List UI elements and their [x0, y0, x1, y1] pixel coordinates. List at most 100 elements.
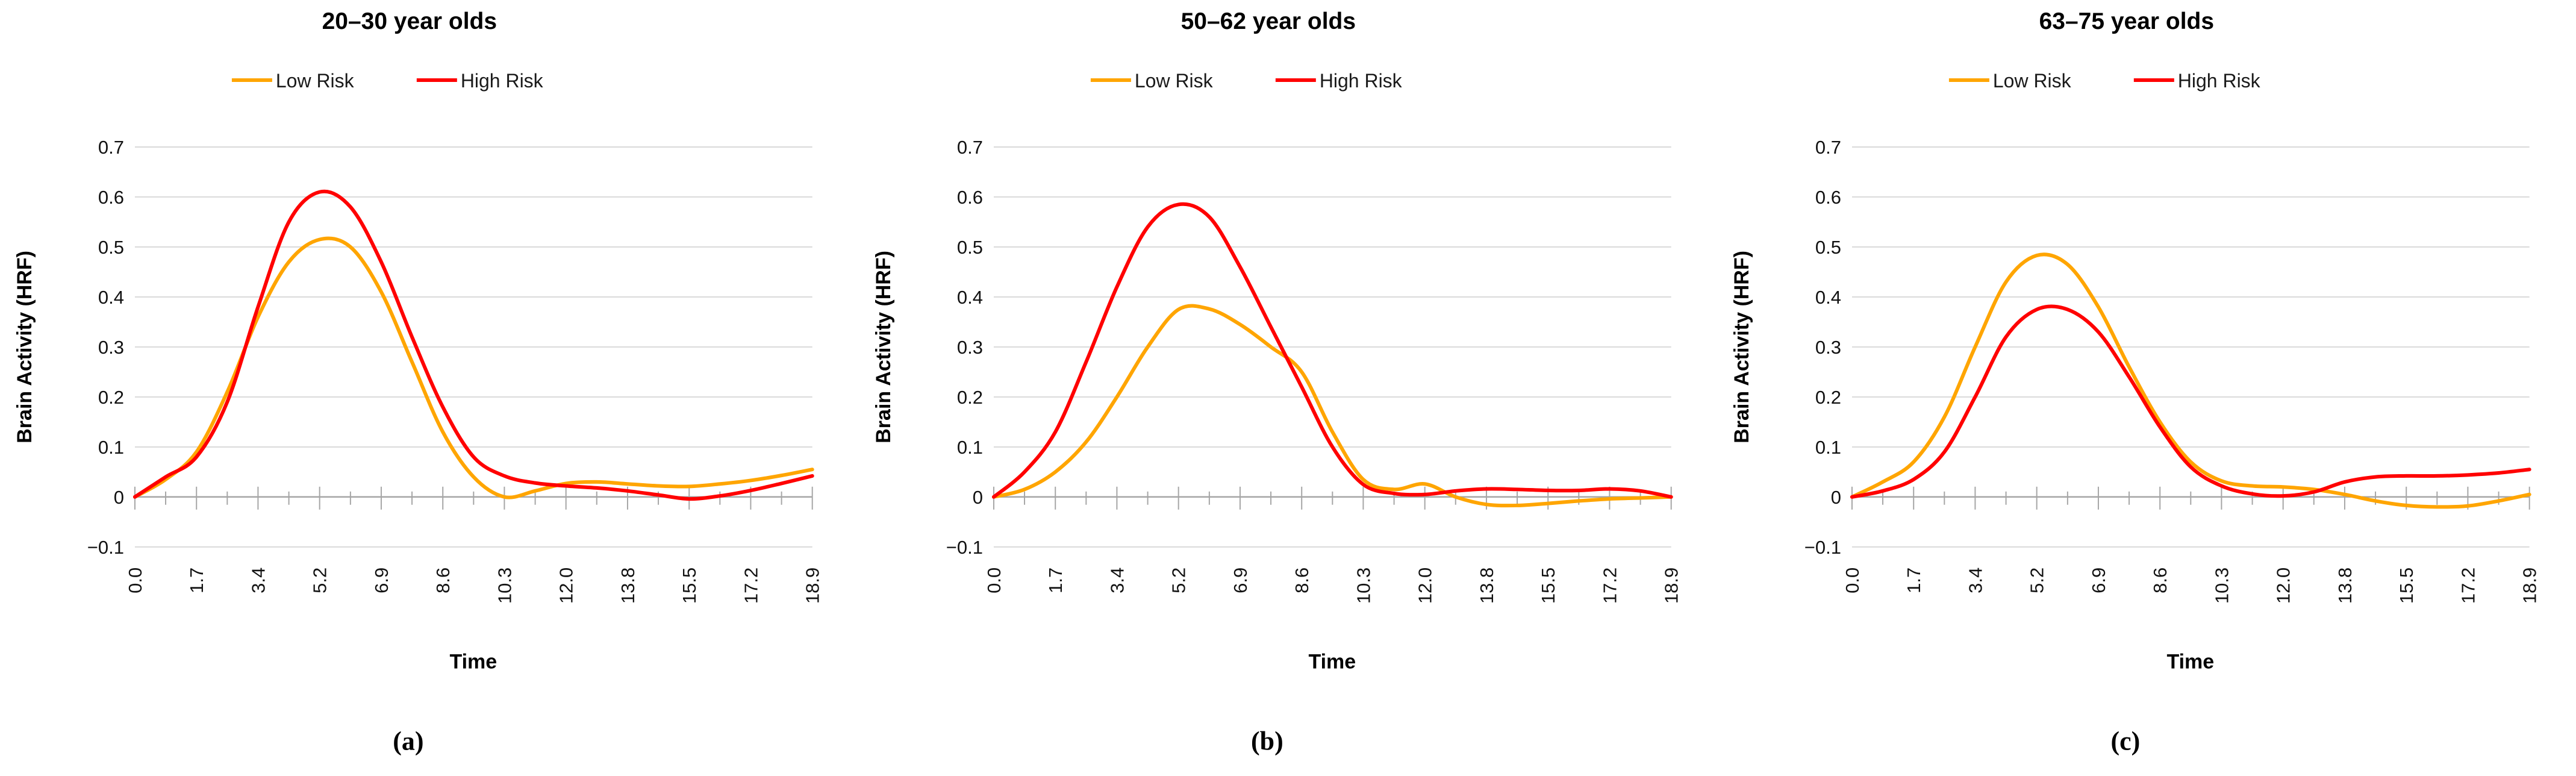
x-tick-label: 17.2 [2458, 568, 2479, 604]
series-lines [991, 202, 1673, 508]
panel-title: 63–75 year olds [2039, 8, 2214, 34]
y-axis-tick-labels: 0.7 0.6 0.5 0.4 0.3 0.2 0.1 0 −0.1 [1804, 137, 1841, 558]
series-line-high-risk [991, 202, 1673, 499]
x-tick-label: 15.5 [679, 568, 700, 604]
y-tick-label: 0.5 [98, 237, 124, 258]
legend-label-high-risk: High Risk [2178, 70, 2261, 92]
y-tick-label: 0.6 [1815, 187, 1841, 208]
x-tick-label: 6.9 [371, 568, 392, 593]
y-tick-label: 0.1 [1815, 437, 1841, 458]
x-tick-label: 13.8 [617, 568, 638, 604]
legend: Low Risk High Risk [1090, 70, 1402, 92]
x-tick-label: 17.2 [740, 568, 761, 604]
y-tick-label: −0.1 [1804, 537, 1841, 558]
x-tick-label: 1.7 [1904, 568, 1925, 593]
y-tick-label: 0.3 [98, 337, 124, 358]
legend-label-high-risk: High Risk [461, 70, 544, 92]
series-line-low-risk [1850, 252, 2532, 509]
y-tick-label: 0.2 [98, 387, 124, 408]
x-tick-label: 0.0 [125, 568, 146, 593]
x-tick-label: 8.6 [1291, 568, 1312, 593]
x-tick-label: 6.9 [1230, 568, 1251, 593]
x-axis-title: Time [2167, 651, 2215, 674]
x-tick-label: 18.9 [802, 568, 823, 604]
x-tick-label: 15.5 [1538, 568, 1559, 604]
gridlines [1852, 146, 2530, 548]
x-tick-label: 0.0 [984, 568, 1005, 593]
y-axis-tick-labels: 0.7 0.6 0.5 0.4 0.3 0.2 0.1 0 −0.1 [946, 137, 982, 558]
x-tick-label: 0.0 [1842, 568, 1863, 593]
series-line-high-risk [1850, 304, 2532, 499]
x-axis-tick-labels: 0.0 1.7 3.4 5.2 6.9 8.6 10.3 12.0 13.8 15.5 17.2 18… [125, 568, 823, 604]
y-tick-label: 0.1 [98, 437, 124, 458]
x-axis-tick-labels: 0.0 1.7 3.4 5.2 6.9 8.6 10.3 12.0 13.8 15.5 17.2 18… [984, 568, 1682, 604]
legend-label-low-risk: Low Risk [276, 70, 355, 92]
x-axis-tick-labels: 0.0 1.7 3.4 5.2 6.9 8.6 10.3 12.0 13.8 15.5 17.2 18… [1842, 568, 2540, 604]
y-tick-label: 0.4 [1815, 287, 1841, 308]
subfigure-caption: (a) [393, 727, 423, 756]
x-tick-label: 12.0 [556, 568, 577, 604]
series-lines [1850, 252, 2532, 509]
series-line-high-risk [133, 189, 814, 501]
gridlines [993, 146, 1671, 548]
x-tick-label: 8.6 [432, 568, 454, 593]
x-tick-label: 3.4 [1106, 568, 1127, 593]
subfigure-caption: (b) [1251, 727, 1283, 756]
y-tick-label: 0.5 [957, 237, 983, 258]
chart-canvas: 63–75 year olds Low Risk High Risk 0.7 0.… [1730, 8, 2540, 756]
legend-label-low-risk: Low Risk [1993, 70, 2072, 92]
y-axis-title: Brain Activity (HRF) [872, 251, 895, 443]
y-tick-label: −0.1 [946, 537, 982, 558]
hrf-panel: 50–62 year olds Low Risk High Risk 0.7 0.… [859, 0, 1718, 776]
x-tick-label: 13.8 [1476, 568, 1497, 604]
y-tick-label: 0.7 [1815, 137, 1841, 158]
y-tick-label: 0.2 [1815, 387, 1841, 408]
y-axis-tick-labels: 0.7 0.6 0.5 0.4 0.3 0.2 0.1 0 −0.1 [87, 137, 124, 558]
panel-title: 50–62 year olds [1180, 8, 1355, 34]
x-tick-label: 18.9 [1661, 568, 1682, 604]
x-tick-label: 12.0 [2273, 568, 2294, 604]
legend: Low Risk High Risk [231, 70, 544, 92]
y-tick-label: 0.3 [957, 337, 983, 358]
hrf-panel: 63–75 year olds Low Risk High Risk 0.7 0.… [1717, 0, 2576, 776]
chart-canvas: 20–30 year olds Low Risk High Risk 0.7 0.… [13, 8, 823, 756]
y-tick-label: 0.7 [957, 137, 983, 158]
y-tick-label: 0.1 [957, 437, 983, 458]
gridlines [134, 146, 812, 548]
x-tick-label: 3.4 [248, 568, 269, 593]
y-axis-title: Brain Activity (HRF) [1730, 251, 1753, 443]
x-tick-label: 5.2 [1168, 568, 1189, 593]
chart-canvas: 50–62 year olds Low Risk High Risk 0.7 0.… [872, 8, 1682, 756]
y-tick-label: 0 [114, 487, 124, 508]
y-tick-label: 0.7 [98, 137, 124, 158]
x-tick-label: 17.2 [1599, 568, 1620, 604]
y-tick-label: 0.3 [1815, 337, 1841, 358]
x-tick-label: 3.4 [1965, 568, 1986, 593]
x-tick-label: 1.7 [186, 568, 207, 593]
x-tick-label: 13.8 [2334, 568, 2356, 604]
x-tick-label: 10.3 [494, 568, 515, 604]
y-tick-label: 0 [972, 487, 982, 508]
x-tick-label: 8.6 [2150, 568, 2171, 593]
legend: Low Risk High Risk [1949, 70, 2261, 92]
x-tick-label: 1.7 [1045, 568, 1066, 593]
x-tick-label: 18.9 [2519, 568, 2540, 604]
legend-label-low-risk: Low Risk [1135, 70, 1214, 92]
x-tick-label: 15.5 [2397, 568, 2418, 604]
y-tick-label: 0.4 [98, 287, 124, 308]
x-tick-label: 10.3 [1353, 568, 1374, 604]
y-tick-label: 0.4 [957, 287, 983, 308]
hrf-panel: 20–30 year olds Low Risk High Risk 0.7 0.… [0, 0, 859, 776]
panel-title: 20–30 year olds [322, 8, 497, 34]
x-tick-label: 5.2 [2027, 568, 2048, 593]
legend-label-high-risk: High Risk [1319, 70, 1402, 92]
x-axis [1851, 486, 2531, 510]
subfigure-caption: (c) [2111, 727, 2141, 756]
y-tick-label: 0.5 [1815, 237, 1841, 258]
series-line-low-risk [991, 304, 1673, 508]
x-tick-label: 10.3 [2212, 568, 2233, 604]
x-axis-title: Time [449, 651, 497, 674]
y-tick-label: 0.2 [957, 387, 983, 408]
x-tick-label: 6.9 [2088, 568, 2109, 593]
